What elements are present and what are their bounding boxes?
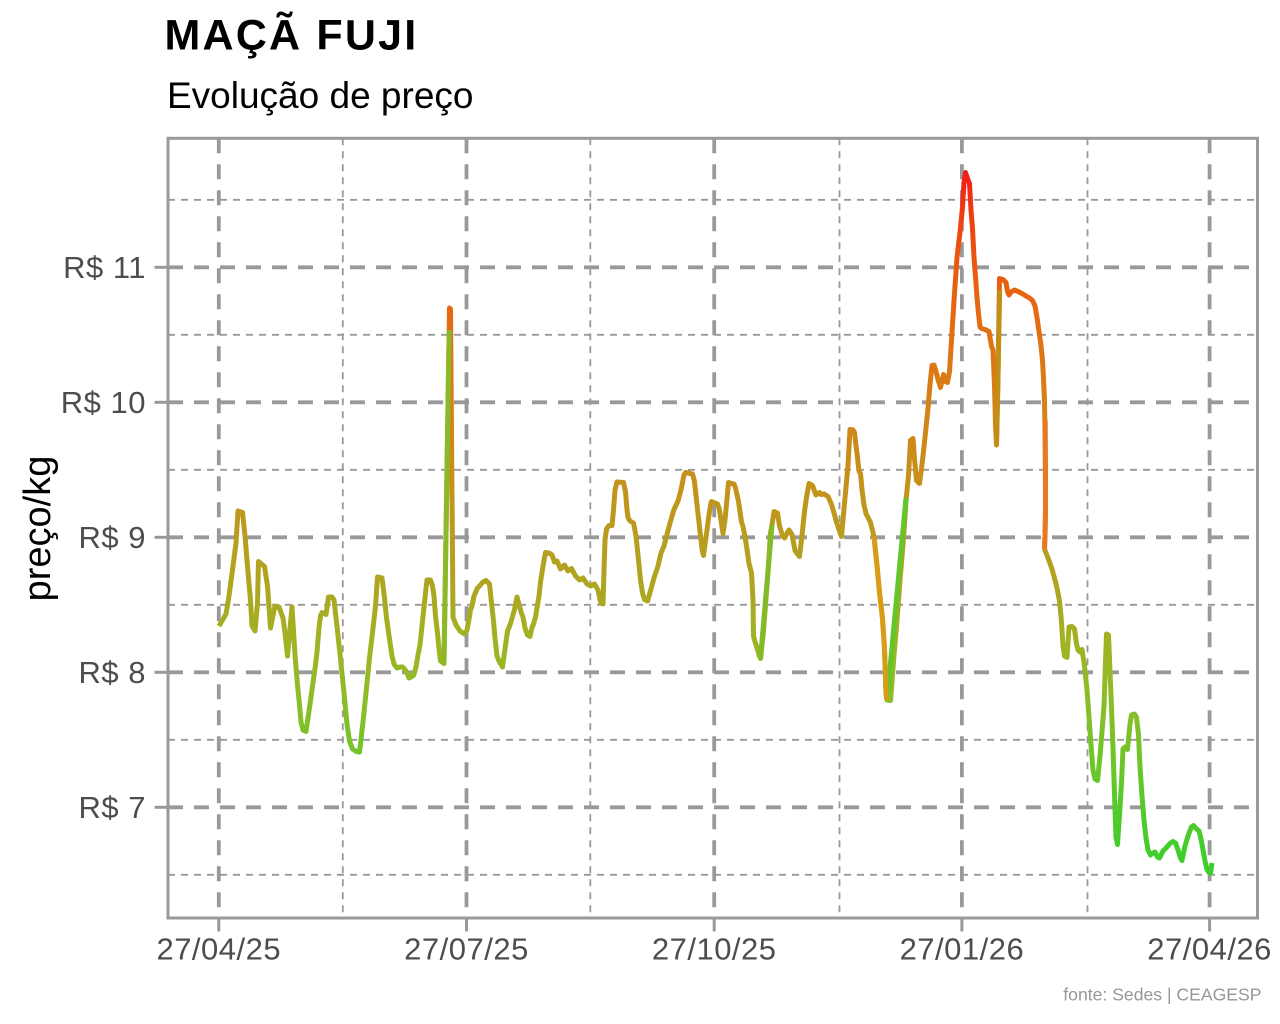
svg-text:preço/kg: preço/kg	[17, 456, 59, 602]
svg-text:R$ 10: R$ 10	[61, 385, 146, 420]
svg-text:27/04/26: 27/04/26	[1147, 932, 1272, 967]
svg-text:27/01/26: 27/01/26	[900, 932, 1025, 967]
svg-text:R$ 9: R$ 9	[79, 520, 146, 555]
svg-text:27/07/25: 27/07/25	[404, 932, 529, 967]
svg-text:R$ 7: R$ 7	[79, 790, 146, 825]
svg-text:R$ 11: R$ 11	[63, 250, 146, 285]
svg-text:Evolução de preço: Evolução de preço	[167, 75, 473, 116]
svg-text:fonte: Sedes | CEAGESP: fonte: Sedes | CEAGESP	[1063, 985, 1261, 1005]
svg-text:MAÇÃ FUJI: MAÇÃ FUJI	[165, 12, 419, 60]
svg-text:R$ 8: R$ 8	[79, 655, 146, 690]
svg-text:27/10/25: 27/10/25	[652, 932, 777, 967]
svg-text:27/04/25: 27/04/25	[156, 932, 281, 967]
